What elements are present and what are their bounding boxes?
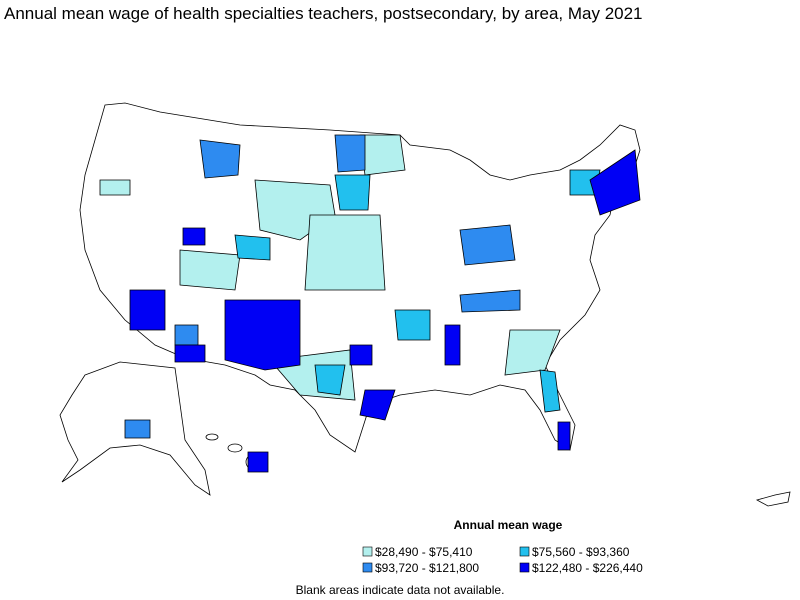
area (359, 134, 406, 176)
legend-label: $28,490 - $75,410 (375, 545, 473, 559)
legend-swatch (362, 546, 373, 557)
area (224, 299, 301, 371)
area (124, 419, 151, 439)
area (334, 134, 366, 173)
footnote: Blank areas indicate data not available. (296, 583, 505, 597)
area (459, 289, 521, 313)
area (504, 329, 561, 376)
legend-swatch (519, 546, 530, 557)
area (129, 289, 166, 331)
map (59, 102, 791, 507)
area (314, 364, 346, 396)
legend-label: $122,480 - $226,440 (532, 561, 643, 575)
hawaii-island (227, 443, 243, 453)
legend: $28,490 - $75,410 $75,560 - $93,360 $93,72… (362, 545, 643, 575)
legend-swatch (519, 562, 530, 573)
area (304, 214, 386, 291)
puerto-rico-outline (755, 491, 791, 507)
legend-title: Annual mean wage (454, 518, 563, 532)
area (247, 451, 269, 473)
area (179, 249, 241, 291)
area (459, 224, 516, 266)
area (99, 179, 131, 196)
area (444, 324, 461, 366)
area (589, 149, 641, 216)
legend-label: $93,720 - $121,800 (375, 561, 479, 575)
wage-areas (99, 134, 641, 473)
hawaii-island (205, 433, 219, 441)
legend-swatch (362, 562, 373, 573)
area (234, 234, 271, 261)
area (349, 344, 373, 366)
area (182, 227, 206, 246)
area (359, 389, 396, 421)
map-title: Annual mean wage of health specialties t… (4, 4, 643, 23)
area (394, 309, 431, 341)
area (557, 421, 571, 451)
legend-label: $75,560 - $93,360 (532, 545, 630, 559)
area (174, 324, 199, 346)
area (174, 344, 206, 363)
area (199, 139, 241, 179)
area (539, 369, 561, 413)
area (334, 174, 371, 211)
